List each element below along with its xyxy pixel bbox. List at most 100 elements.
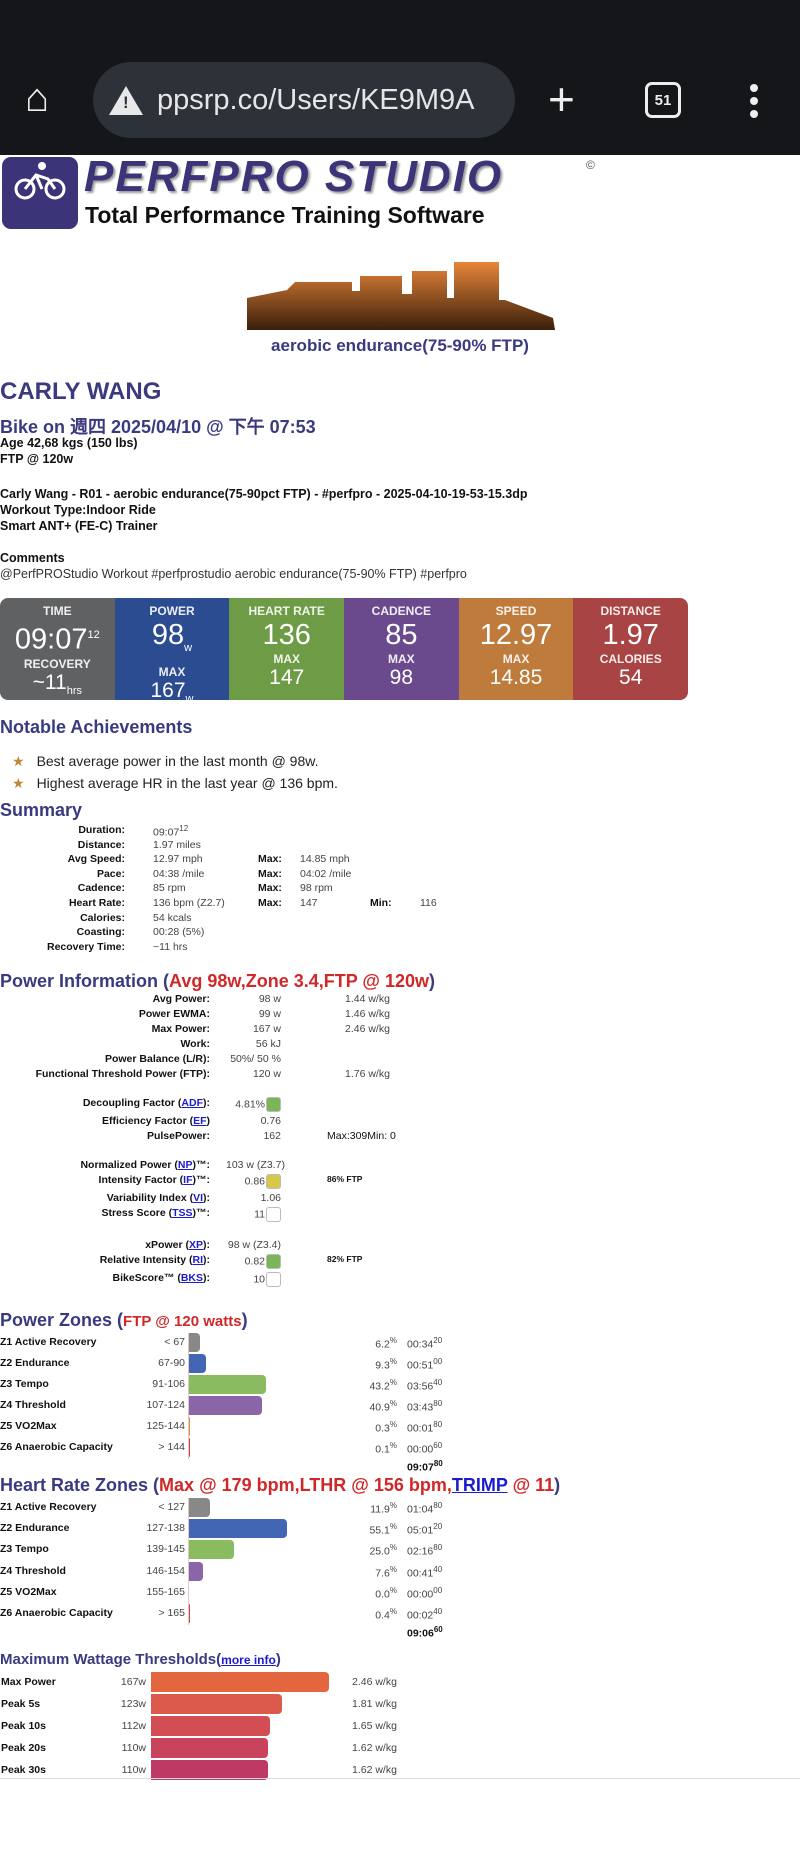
zone-range: 127-138 [146, 1522, 185, 1535]
summary-value: 1.97 miles [153, 839, 201, 851]
zone-bar [189, 1561, 203, 1581]
summary-value: ~11 hrs [153, 941, 188, 953]
stat-sub-value: ~11hrs [0, 671, 115, 700]
zone-bar [189, 1375, 266, 1394]
summary-label: Distance: [77, 838, 125, 851]
zone-name: Z5 VO2Max [0, 1420, 57, 1432]
stat-value-sup: 12 [87, 629, 100, 641]
power-info-extra: 1.76 w/kg [345, 1068, 390, 1080]
divider [0, 1778, 800, 1779]
zone-time: 00:5100 [407, 1357, 442, 1372]
achievement-text: Highest average HR in the last year @ 13… [36, 775, 338, 791]
zone-bar [189, 1604, 190, 1623]
zone-percent: 43.2% [369, 1378, 397, 1393]
trimp-link[interactable]: TRIMP [451, 1475, 508, 1495]
summary-label: Cadence: [77, 882, 125, 895]
power-info-abbr-link[interactable]: XP [188, 1239, 203, 1251]
wattage-wkg: 1.65 w/kg [352, 1720, 397, 1732]
power-info-extra: 1.44 w/kg [345, 993, 390, 1005]
stat-sub-number: 14.85 [489, 666, 543, 689]
wattage-value: 110w [121, 1742, 146, 1754]
zone-time-value: 00:00 [407, 1588, 434, 1601]
power-info-label-text: Relative Intensity ( [99, 1254, 193, 1266]
home-icon[interactable]: ⌂ [25, 76, 50, 120]
power-info-value-text: 0.82 [244, 1255, 265, 1268]
power-info-value-text: 99 w [258, 1008, 281, 1020]
tab-switcher-button[interactable]: 51 [645, 82, 681, 118]
power-info-value-text: 1.06 [260, 1192, 281, 1204]
power-info-value-text: 10 [253, 1273, 265, 1286]
stat-sub-unit: hrs [66, 684, 83, 697]
power-info-abbr-link[interactable]: NP [177, 1159, 193, 1171]
power-info-abbr-link[interactable]: EF [193, 1115, 207, 1127]
trainer-type: Smart ANT+ (FE-C) Trainer [0, 519, 158, 533]
menu-icon[interactable] [750, 84, 760, 123]
wattage-row: Peak 10s 112w 1.65 w/kg [0, 1716, 480, 1737]
percent-sign: % [389, 1522, 397, 1532]
wattage-bar [151, 1716, 271, 1736]
power-info-label: Stress Score (TSS)™: [101, 1207, 210, 1219]
zone-total-time: 09:0660 [407, 1625, 443, 1640]
power-info-value: 0.82 [226, 1254, 281, 1269]
zone-range: < 127 [158, 1501, 185, 1513]
stat-distance: DISTANCE 1.97 CALORIES 54 [573, 598, 688, 700]
zone-range: 107-124 [146, 1399, 185, 1411]
summary-max-value: 147 [300, 897, 318, 909]
summary-value: 12.97 mph [153, 853, 203, 865]
cyclist-icon [14, 162, 66, 200]
zone-time-value: 00:01 [407, 1422, 434, 1435]
zone-row: Z1 Active Recovery < 67 6.2% 00:3420 [0, 1333, 480, 1353]
stat-label: HEART RATE [248, 604, 325, 618]
summary-min-label: Min: [370, 897, 392, 909]
zone-time: 02:1680 [407, 1543, 442, 1558]
power-info-abbr-link[interactable]: VI [193, 1192, 203, 1204]
stat-value: 136 [229, 618, 344, 652]
power-info-heading: Power Information (Avg 98w,Zone 3.4,FTP … [0, 971, 435, 991]
stat-value-number: 98 [151, 619, 185, 651]
zone-range: > 144 [158, 1441, 185, 1453]
stat-value-number: 136 [262, 619, 311, 651]
zone-row: Z3 Tempo 139-145 25.0% 02:1680 [0, 1540, 480, 1560]
url-text: ppsrp.co/Users/KE9M9A [157, 83, 475, 116]
stat-value-number: 1.97 [602, 619, 659, 651]
power-info-value: 56 kJ [226, 1038, 281, 1050]
summary-label: Recovery Time: [46, 940, 125, 953]
power-info-abbr-link[interactable]: RI [192, 1254, 204, 1266]
power-info-label-text: Avg Power: [152, 993, 210, 1005]
zone-row: Z1 Active Recovery < 127 11.9% 01:0480 [0, 1498, 480, 1518]
zone-percent: 0.1% [375, 1441, 397, 1456]
more-info-link[interactable]: more info [221, 1653, 276, 1667]
power-info-abbr-link[interactable]: BKS [180, 1272, 203, 1284]
stat-sub-value: 98 [344, 666, 459, 690]
power-zones-title: Power Zones [0, 1310, 113, 1330]
wattage-bar [151, 1760, 269, 1780]
stat-label: TIME [43, 604, 72, 618]
wattage-wkg: 1.81 w/kg [352, 1698, 397, 1710]
power-info-abbr-link[interactable]: TSS [172, 1207, 193, 1219]
power-info-value: 98 w [226, 993, 281, 1005]
wattage-row: Peak 30s 110w 1.62 w/kg [0, 1760, 480, 1781]
address-bar[interactable]: ppsrp.co/Users/KE9M9A [93, 62, 515, 138]
zone-row: Z5 VO2Max 155-165 0.0% 00:0000 [0, 1583, 480, 1603]
stat-sub-label: MAX [158, 664, 186, 679]
power-info-abbr-link[interactable]: ADF [181, 1097, 203, 1109]
zone-name: Z2 Endurance [0, 1357, 70, 1369]
wattage-value: 123w [120, 1698, 146, 1710]
summary-row: Duration: 09:0712 [0, 824, 800, 839]
summary-row: Distance: 1.97 miles [0, 839, 800, 853]
new-tab-icon[interactable]: + [548, 73, 575, 125]
logo-subtitle: Total Performance Training Software [85, 202, 485, 228]
wattage-name: Peak 10s [1, 1720, 46, 1732]
percent-sign: % [389, 1336, 397, 1345]
power-info-abbr-link[interactable]: IF [183, 1174, 193, 1186]
wattage-name: Max Power [1, 1676, 56, 1688]
power-info-label-text: Efficiency Factor ( [102, 1115, 194, 1127]
not-secure-warning-icon[interactable] [109, 85, 143, 115]
zone-percent-value: 0.3 [375, 1422, 390, 1435]
power-info-label: Efficiency Factor (EF) [102, 1115, 210, 1127]
zone-row: Z4 Threshold 146-154 7.6% 00:4140 [0, 1561, 480, 1582]
zone-bar [189, 1333, 201, 1352]
summary-label: Coasting: [76, 926, 125, 939]
zone-time-value: 01:04 [407, 1503, 434, 1516]
percent-sign: % [389, 1420, 397, 1429]
